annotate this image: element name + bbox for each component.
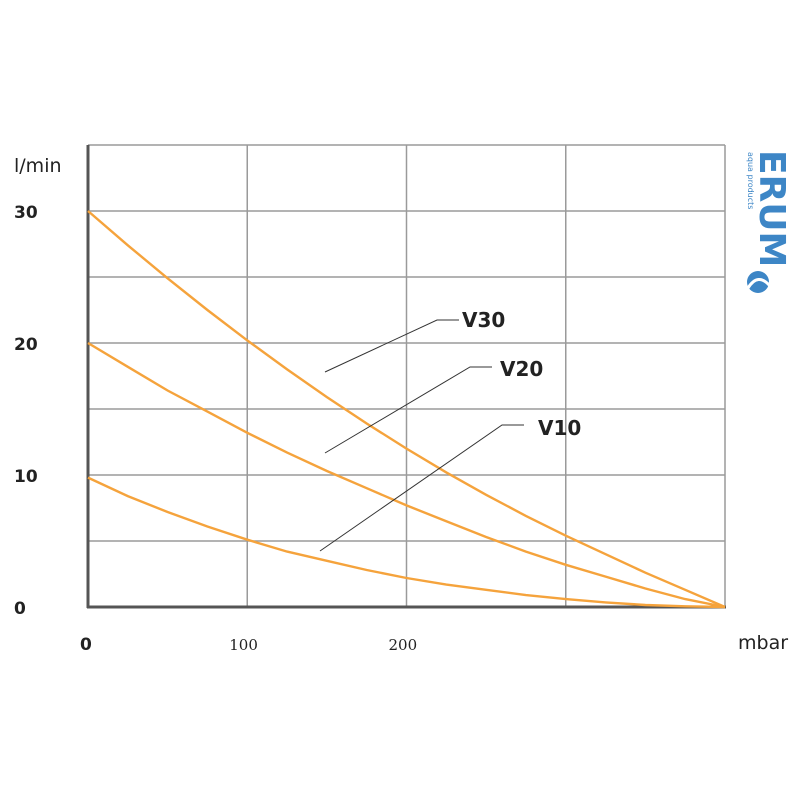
y-tick-label: 10 bbox=[14, 467, 38, 487]
series-label-v30: V30 bbox=[462, 308, 505, 332]
leader-line-v20 bbox=[324, 366, 492, 454]
logo-tagline: aqua products bbox=[746, 152, 755, 209]
erum-logo: ERUM aqua products bbox=[746, 150, 792, 267]
x-axis-label: mbar bbox=[738, 632, 788, 654]
leader-line-v30 bbox=[324, 319, 459, 373]
series-line-v10 bbox=[87, 476, 726, 609]
y-tick-label: 0 bbox=[14, 599, 26, 619]
logo-swirl-highlight-icon bbox=[746, 278, 772, 289]
x-tick-label: 200 bbox=[389, 636, 418, 654]
x-tick-label: 0 bbox=[80, 635, 92, 655]
x-tick-label: 100 bbox=[229, 636, 258, 654]
tick-labels: 0 10 20 30 0 100 200 bbox=[14, 203, 417, 655]
grid bbox=[86, 144, 726, 609]
series-leader-lines: V30 V20 V10 bbox=[319, 308, 581, 552]
series-curves bbox=[87, 210, 726, 609]
series-label-v10: V10 bbox=[538, 416, 581, 440]
series-label-v20: V20 bbox=[500, 357, 543, 381]
logo-wordmark: ERUM bbox=[751, 150, 792, 267]
logo-swirl-icon bbox=[747, 271, 769, 293]
series-line-v20 bbox=[87, 341, 726, 609]
y-axis-label: l/min bbox=[14, 155, 62, 177]
y-tick-label: 30 bbox=[14, 203, 38, 223]
y-tick-label: 20 bbox=[14, 335, 38, 355]
leader-line-v10 bbox=[319, 424, 524, 552]
series-line-v30 bbox=[87, 210, 726, 609]
